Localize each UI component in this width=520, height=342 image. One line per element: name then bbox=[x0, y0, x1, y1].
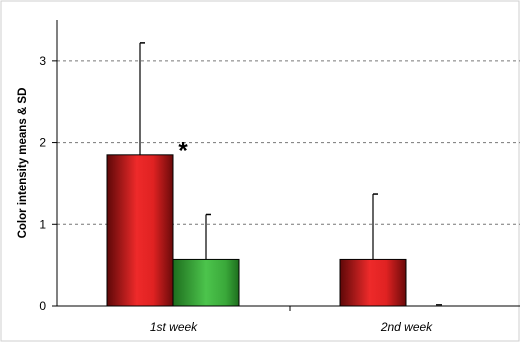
gridlines bbox=[57, 60, 520, 225]
annotations: * bbox=[178, 138, 188, 165]
y-tick-label: 1 bbox=[39, 217, 46, 231]
bar bbox=[339, 258, 407, 307]
x-tick-label: 1st week bbox=[150, 320, 198, 334]
y-axis-label: Color intensity means & SD bbox=[17, 88, 29, 239]
y-tick-label: 2 bbox=[39, 136, 46, 150]
bar bbox=[106, 154, 174, 307]
y-ticks: 0 1 2 3 bbox=[39, 54, 57, 313]
y-tick-label: 3 bbox=[39, 54, 46, 68]
x-ticks: 1st week 2nd week bbox=[150, 306, 433, 334]
x-tick-label: 2nd week bbox=[380, 320, 433, 334]
bars bbox=[106, 154, 442, 307]
y-tick-label: 0 bbox=[39, 299, 46, 313]
bar bbox=[436, 304, 442, 306]
bar bbox=[172, 258, 240, 307]
significance-marker: * bbox=[178, 138, 188, 165]
error-bars bbox=[139, 42, 378, 260]
